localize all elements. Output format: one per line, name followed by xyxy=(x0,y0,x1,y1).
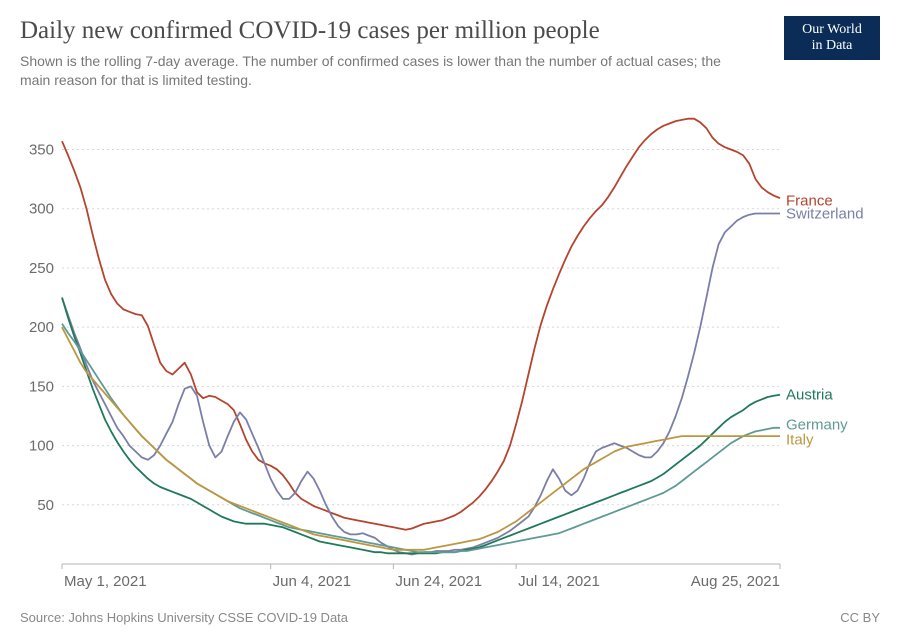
brand-line2: in Data xyxy=(794,38,870,54)
y-tick-label: 350 xyxy=(29,141,54,158)
header: Daily new confirmed COVID-19 cases per m… xyxy=(20,16,880,90)
brand-badge[interactable]: Our World in Data xyxy=(784,16,880,60)
license-text[interactable]: CC BY xyxy=(840,610,880,625)
series-label-switzerland: Switzerland xyxy=(786,205,864,222)
chart-title: Daily new confirmed COVID-19 cases per m… xyxy=(20,16,880,46)
footer: Source: Johns Hopkins University CSSE CO… xyxy=(20,610,880,625)
source-text: Source: Johns Hopkins University CSSE CO… xyxy=(20,610,348,625)
series-label-austria: Austria xyxy=(786,386,833,403)
y-tick-label: 300 xyxy=(29,201,54,218)
x-tick-label: May 1, 2021 xyxy=(64,573,147,590)
y-tick-label: 50 xyxy=(37,497,54,514)
x-tick-label: Jun 4, 2021 xyxy=(273,573,351,590)
chart-subtitle: Shown is the rolling 7-day average. The … xyxy=(20,52,740,90)
page-root: Daily new confirmed COVID-19 cases per m… xyxy=(0,0,900,635)
series-label-italy: Italy xyxy=(786,431,814,448)
chart-area: 50 100 150 200 250 300 350 May 1, 2021 Jun 4, 20… xyxy=(20,104,880,598)
x-tick-label: Jun 24, 2021 xyxy=(395,573,482,590)
series-switzerland xyxy=(62,213,780,554)
y-tick-label: 250 xyxy=(29,260,54,277)
y-tick-label: 100 xyxy=(29,437,54,454)
line-chart: 50 100 150 200 250 300 350 May 1, 2021 Jun 4, 20… xyxy=(20,104,880,598)
y-tick-label: 200 xyxy=(29,319,54,336)
series-italy xyxy=(62,327,780,550)
brand-line1: Our World xyxy=(794,22,870,38)
x-tick-label: Jul 14, 2021 xyxy=(518,573,600,590)
y-tick-label: 150 xyxy=(29,378,54,395)
x-tick-label: Aug 25, 2021 xyxy=(691,573,780,590)
